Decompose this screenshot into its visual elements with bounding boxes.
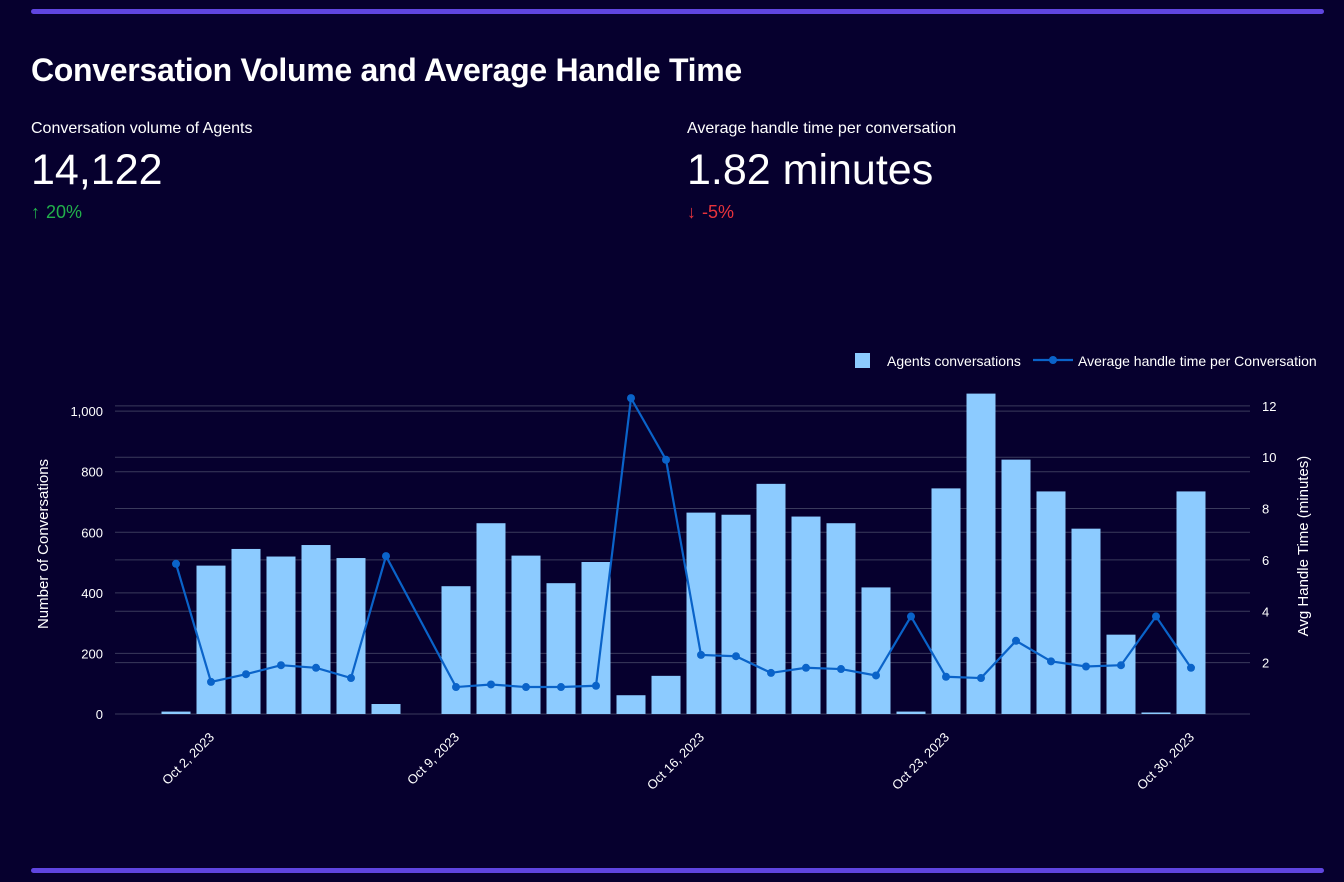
line-point xyxy=(942,672,950,681)
line-point xyxy=(907,612,915,621)
bottom-accent-rule xyxy=(31,868,1324,873)
line-point xyxy=(662,455,670,464)
kpi-delta-value: -5% xyxy=(702,202,735,222)
top-accent-rule xyxy=(31,9,1324,14)
line-point xyxy=(382,552,390,561)
line-point xyxy=(1187,663,1195,672)
line-point xyxy=(277,661,285,670)
kpi-conversation-volume: Conversation volume of Agents 14,122 ↑ 2… xyxy=(31,120,252,223)
bar xyxy=(1106,634,1136,714)
kpi-delta: ↑ 20% xyxy=(31,202,252,223)
legend-bar-swatch xyxy=(855,353,870,368)
line-point xyxy=(1152,612,1160,621)
line-point xyxy=(592,681,600,690)
kpi-delta-value: 20% xyxy=(46,202,83,222)
x-tick-label: Oct 2, 2023 xyxy=(159,730,217,788)
bar xyxy=(336,558,366,714)
arrow-down-icon: ↓ xyxy=(687,202,696,222)
bar xyxy=(301,545,331,714)
line-point xyxy=(487,680,495,689)
legend-label-line: Average handle time per Conversation xyxy=(1078,353,1317,369)
bar xyxy=(371,704,401,714)
y-left-tick-label: 600 xyxy=(81,525,103,540)
kpi-value: 14,122 xyxy=(31,146,163,194)
line-point xyxy=(872,671,880,680)
bar xyxy=(791,516,821,714)
line-point xyxy=(1082,662,1090,671)
y-right-tick-label: 6 xyxy=(1262,553,1269,568)
bar xyxy=(966,393,996,714)
y-right-tick-label: 4 xyxy=(1262,604,1269,619)
y-left-tick-label: 200 xyxy=(81,646,103,661)
y-right-tick-label: 12 xyxy=(1262,399,1276,414)
bar xyxy=(826,523,856,714)
line-point xyxy=(347,674,355,683)
y-right-tick-label: 8 xyxy=(1262,502,1269,517)
y-left-tick-label: 1,000 xyxy=(70,404,103,419)
kpi-average-handle-time: Average handle time per conversation 1.8… xyxy=(687,120,956,223)
line-point xyxy=(732,652,740,661)
line-point xyxy=(557,683,565,692)
y-left-tick-label: 400 xyxy=(81,586,103,601)
y-left-tick-label: 0 xyxy=(96,707,103,722)
y-right-tick-label: 2 xyxy=(1262,656,1269,671)
bar xyxy=(581,561,611,714)
y-left-tick-label: 800 xyxy=(81,465,103,480)
bar xyxy=(546,583,576,714)
page-title: Conversation Volume and Average Handle T… xyxy=(31,52,742,88)
kpi-delta: ↓ -5% xyxy=(687,202,956,223)
bar xyxy=(756,483,786,714)
bar xyxy=(441,586,471,714)
bar xyxy=(861,587,891,714)
line-point xyxy=(207,677,215,686)
legend-label-bars: Agents conversations xyxy=(887,353,1021,369)
line-point xyxy=(242,670,250,679)
line-point xyxy=(1012,636,1020,645)
bar xyxy=(1036,491,1066,714)
line-point xyxy=(172,559,180,568)
y-right-tick-label: 10 xyxy=(1262,450,1276,465)
bar xyxy=(231,548,261,714)
bar xyxy=(1001,459,1031,714)
kpi-label: Conversation volume of Agents xyxy=(31,120,253,137)
line-point xyxy=(627,394,635,403)
line-point xyxy=(767,668,775,677)
bar xyxy=(686,512,716,714)
bar xyxy=(1141,712,1171,714)
bar xyxy=(196,565,226,714)
x-tick-label: Oct 9, 2023 xyxy=(404,730,462,788)
bar xyxy=(896,711,926,714)
line-point xyxy=(1117,661,1125,670)
bar xyxy=(1176,491,1206,714)
y-right-axis-title: Avg Handle Time (minutes) xyxy=(1295,456,1312,637)
x-tick-label: Oct 30, 2023 xyxy=(1134,730,1197,793)
x-tick-label: Oct 23, 2023 xyxy=(889,730,952,793)
bar xyxy=(1071,528,1101,714)
bar xyxy=(266,556,296,714)
legend-line-marker xyxy=(1049,356,1057,364)
line-point xyxy=(802,663,810,672)
line-point xyxy=(977,674,985,683)
bar xyxy=(651,675,681,714)
bar xyxy=(616,695,646,714)
line-point xyxy=(837,665,845,674)
line-point xyxy=(697,650,705,659)
bar xyxy=(161,711,191,714)
y-left-axis-title: Number of Conversations xyxy=(35,459,52,629)
line-point xyxy=(312,663,320,672)
line-point xyxy=(1047,657,1055,666)
x-tick-label: Oct 16, 2023 xyxy=(644,730,707,793)
line-point xyxy=(522,683,530,692)
bar xyxy=(721,514,751,714)
kpi-label: Average handle time per conversation xyxy=(687,120,957,137)
arrow-up-icon: ↑ xyxy=(31,202,40,222)
line-point xyxy=(452,683,460,692)
kpi-value: 1.82 minutes xyxy=(687,146,934,194)
